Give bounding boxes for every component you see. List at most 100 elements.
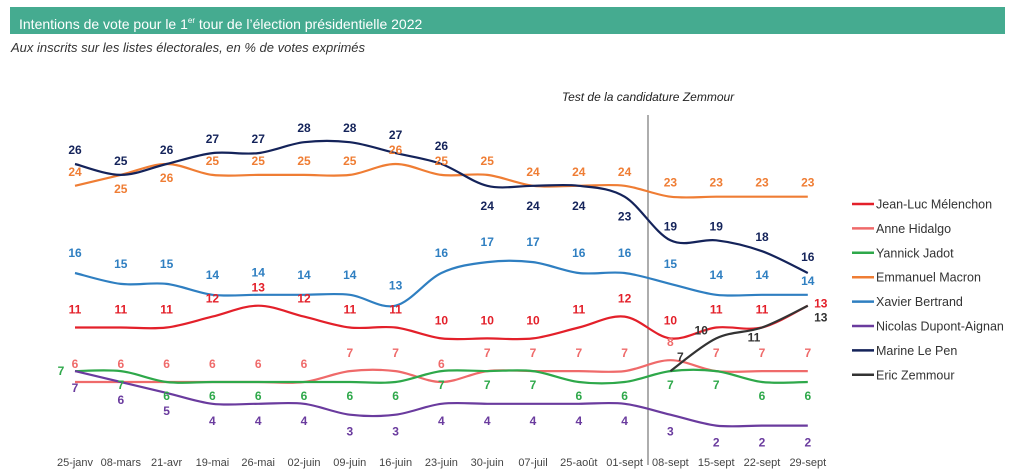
data-label-marine-le-pen: 26 (435, 139, 449, 153)
data-label-eric-zemmour: 11 (748, 331, 761, 345)
data-label-xavier-bertrand: 17 (481, 235, 495, 249)
series-line-xavier-bertrand (74, 259, 808, 308)
data-label-yannick-jadot: 7 (530, 378, 537, 392)
legend-label-anne-hidalgo: Anne Hidalgo (876, 222, 951, 236)
data-label-anne-hidalgo: 7 (759, 346, 766, 360)
data-label-xavier-bertrand: 14 (206, 268, 220, 282)
data-label-nicolas-dupont-aignan: 2 (804, 436, 811, 450)
data-label-nicolas-dupont-aignan: 4 (209, 414, 216, 428)
data-label-jean-luc-melenchon: 13 (814, 297, 828, 311)
data-label-jean-luc-melenchon: 12 (618, 292, 632, 306)
data-label-yannick-jadot: 6 (255, 389, 262, 403)
data-label-eric-zemmour: 7 (677, 350, 684, 364)
chart-title-bar: Intentions de vote pour le 1er tour de l… (10, 7, 1005, 34)
data-label-marine-le-pen: 26 (160, 143, 174, 157)
data-label-emmanuel-macron: 24 (618, 165, 632, 179)
data-label-emmanuel-macron: 23 (664, 176, 678, 190)
data-label-jean-luc-melenchon: 10 (481, 313, 495, 327)
data-label-emmanuel-macron: 24 (526, 165, 540, 179)
data-label-yannick-jadot: 6 (301, 389, 308, 403)
data-label-marine-le-pen: 28 (343, 121, 357, 135)
legend-label-emmanuel-macron: Emmanuel Macron (876, 271, 981, 285)
data-label-yannick-jadot: 6 (759, 389, 766, 403)
data-label-jean-luc-melenchon: 13 (252, 281, 266, 295)
x-tick-label: 25-janv (57, 457, 94, 469)
data-label-yannick-jadot: 6 (392, 389, 399, 403)
data-label-xavier-bertrand: 15 (160, 257, 174, 271)
series-line-jean-luc-melenchon (75, 304, 809, 341)
data-label-emmanuel-macron: 25 (297, 154, 311, 168)
data-label-jean-luc-melenchon: 11 (572, 303, 585, 317)
x-tick-label: 25-août (560, 457, 597, 469)
data-label-nicolas-dupont-aignan: 4 (255, 414, 262, 428)
data-label-emmanuel-macron: 25 (481, 154, 495, 168)
data-label-anne-hidalgo: 7 (804, 346, 811, 360)
data-label-emmanuel-macron: 24 (572, 165, 586, 179)
data-label-nicolas-dupont-aignan: 3 (667, 425, 674, 439)
data-label-marine-le-pen: 24 (572, 199, 586, 213)
data-label-yannick-jadot: 6 (621, 389, 628, 403)
data-label-xavier-bertrand: 14 (710, 268, 724, 282)
data-label-anne-hidalgo: 6 (209, 357, 216, 371)
data-label-nicolas-dupont-aignan: 4 (438, 414, 445, 428)
data-label-anne-hidalgo: 8 (667, 335, 674, 349)
data-label-anne-hidalgo: 7 (346, 346, 353, 360)
data-label-emmanuel-macron: 23 (710, 176, 724, 190)
data-label-jean-luc-melenchon: 11 (756, 303, 769, 317)
data-label-nicolas-dupont-aignan: 2 (713, 436, 720, 450)
x-tick-label: 22-sept (744, 457, 781, 469)
annotation-label: Test de la candidature Zemmour (562, 90, 735, 104)
data-label-nicolas-dupont-aignan: 4 (484, 414, 491, 428)
title-superscript: er (187, 16, 196, 25)
data-label-eric-zemmour: 13 (814, 311, 828, 325)
data-label-emmanuel-macron: 23 (755, 176, 769, 190)
title-text-end: tour de l’élection présidentielle 2022 (195, 16, 423, 32)
data-label-marine-le-pen: 27 (252, 132, 266, 146)
x-tick-label: 16-juin (379, 457, 412, 469)
data-label-jean-luc-melenchon: 11 (389, 303, 402, 317)
data-label-anne-hidalgo: 6 (72, 357, 79, 371)
x-tick-label: 02-juin (287, 457, 320, 469)
data-label-nicolas-dupont-aignan: 5 (163, 404, 170, 418)
data-label-marine-le-pen: 25 (114, 154, 128, 168)
data-label-nicolas-dupont-aignan: 4 (621, 414, 628, 428)
x-tick-label: 01-sept (606, 457, 643, 469)
series-line-nicolas-dupont-aignan (74, 370, 808, 428)
data-label-jean-luc-melenchon: 12 (206, 292, 220, 306)
data-label-marine-le-pen: 19 (710, 219, 724, 233)
x-tick-label: 26-mai (241, 457, 275, 469)
data-label-xavier-bertrand: 16 (435, 246, 449, 260)
data-label-xavier-bertrand: 13 (389, 279, 403, 293)
data-label-jean-luc-melenchon: 11 (69, 303, 82, 317)
data-label-marine-le-pen: 27 (206, 132, 220, 146)
data-label-emmanuel-macron: 25 (252, 154, 266, 168)
data-label-nicolas-dupont-aignan: 6 (117, 393, 124, 407)
data-label-emmanuel-macron: 25 (343, 154, 357, 168)
x-tick-label: 29-sept (789, 457, 826, 469)
data-label-yannick-jadot: 7 (484, 378, 491, 392)
data-label-marine-le-pen: 24 (481, 199, 495, 213)
data-label-xavier-bertrand: 14 (252, 266, 266, 280)
x-tick-label: 21-avr (151, 457, 183, 469)
data-label-yannick-jadot: 6 (804, 389, 811, 403)
data-label-marine-le-pen: 23 (618, 210, 632, 224)
data-label-emmanuel-macron: 25 (206, 154, 220, 168)
data-label-emmanuel-macron: 25 (114, 182, 128, 196)
data-label-anne-hidalgo: 7 (713, 346, 720, 360)
data-label-xavier-bertrand: 16 (68, 246, 82, 260)
data-label-marine-le-pen: 18 (755, 230, 769, 244)
x-tick-label: 15-sept (698, 457, 735, 469)
data-label-xavier-bertrand: 15 (664, 257, 678, 271)
data-label-xavier-bertrand: 14 (297, 268, 311, 282)
x-tick-label: 30-juin (471, 457, 504, 469)
data-label-nicolas-dupont-aignan: 4 (530, 414, 537, 428)
x-tick-label: 08-mars (101, 457, 142, 469)
legend-label-xavier-bertrand: Xavier Bertrand (876, 295, 963, 309)
data-label-marine-le-pen: 27 (389, 128, 403, 142)
data-label-nicolas-dupont-aignan: 4 (301, 414, 308, 428)
title-text: Intentions de vote pour le 1 (19, 16, 188, 32)
series-line-marine-le-pen (74, 139, 809, 274)
data-label-anne-hidalgo: 6 (163, 357, 170, 371)
data-label-jean-luc-melenchon: 11 (114, 303, 127, 317)
